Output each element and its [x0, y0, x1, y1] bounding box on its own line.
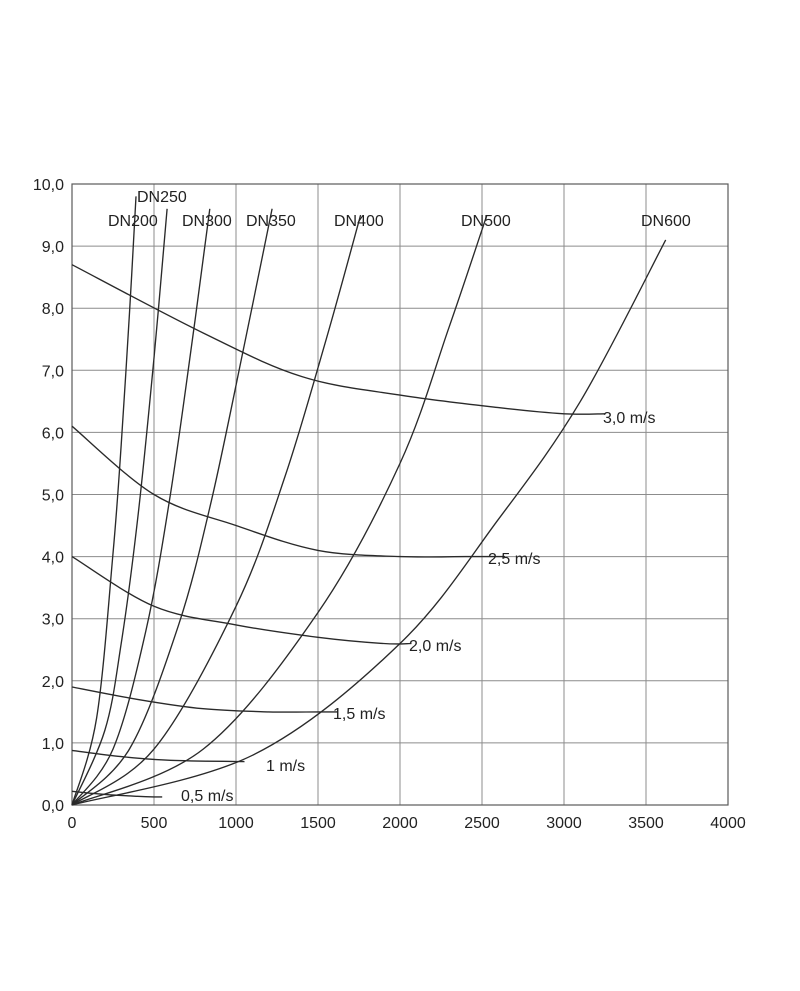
x-tick-label: 500: [141, 815, 168, 832]
x-tick-labels: 0 500 1000 1500 2000 2500 3000 3500 4000: [68, 815, 746, 832]
series-line-velocity-0-5-m-s: [71, 790, 163, 798]
y-tick-label: 3,0: [42, 612, 64, 629]
label-dn250: DN250: [137, 189, 187, 206]
y-tick-labels: 0,0 1,0 2,0 3,0 4,0 5,0 6,0 7,0 8,0 9,0 10,0: [33, 177, 64, 815]
y-tick-label: 8,0: [42, 301, 64, 318]
y-tick-label: 2,0: [42, 674, 64, 691]
label-v-2-5: 2,5 m/s: [488, 551, 540, 568]
label-dn300: DN300: [182, 213, 232, 230]
velocity-curves: [71, 264, 606, 798]
series-line-velocity-2-5-m-s: [71, 425, 505, 558]
label-v-0-5: 0,5 m/s: [181, 788, 233, 805]
y-tick-label: 9,0: [42, 239, 64, 256]
x-tick-label: 3000: [546, 815, 582, 832]
label-dn600: DN600: [641, 213, 691, 230]
label-dn400: DN400: [334, 213, 384, 230]
series-line-dn300: [71, 208, 211, 806]
series-line-dn200: [71, 196, 137, 806]
series-line-velocity-1-m-s: [71, 749, 245, 763]
series-line-dn500: [71, 214, 488, 806]
label-dn200: DN200: [108, 213, 158, 230]
series-line-dn600: [71, 239, 667, 806]
y-tick-label: 10,0: [33, 177, 64, 194]
label-v-3-0: 3,0 m/s: [603, 410, 655, 427]
x-tick-label: 2500: [464, 815, 500, 832]
y-tick-label: 5,0: [42, 488, 64, 505]
y-tick-label: 1,0: [42, 736, 64, 753]
series-line-velocity-2-0-m-s: [71, 556, 412, 645]
label-dn500: DN500: [461, 213, 511, 230]
plot-frame: [71, 183, 729, 806]
series-line-dn250: [71, 208, 168, 806]
y-tick-label: 6,0: [42, 425, 64, 442]
x-tick-label: 4000: [710, 815, 746, 832]
series-line-dn350: [71, 208, 273, 806]
x-tick-label: 0: [68, 815, 77, 832]
x-tick-label: 3500: [628, 815, 664, 832]
x-tick-label: 2000: [382, 815, 418, 832]
series-line-velocity-3-0-m-s: [71, 264, 606, 415]
label-v-1-0: 1 m/s: [266, 758, 305, 775]
x-tick-label: 1000: [218, 815, 254, 832]
y-tick-label: 7,0: [42, 363, 64, 380]
label-v-1-5: 1,5 m/s: [333, 706, 385, 723]
y-tick-label: 4,0: [42, 550, 64, 567]
x-tick-label: 1500: [300, 815, 336, 832]
series-line-velocity-1-5-m-s: [71, 686, 338, 713]
y-tick-label: 0,0: [42, 798, 64, 815]
label-v-2-0: 2,0 m/s: [409, 638, 461, 655]
label-dn350: DN350: [246, 213, 296, 230]
series-line-dn400: [71, 214, 362, 806]
